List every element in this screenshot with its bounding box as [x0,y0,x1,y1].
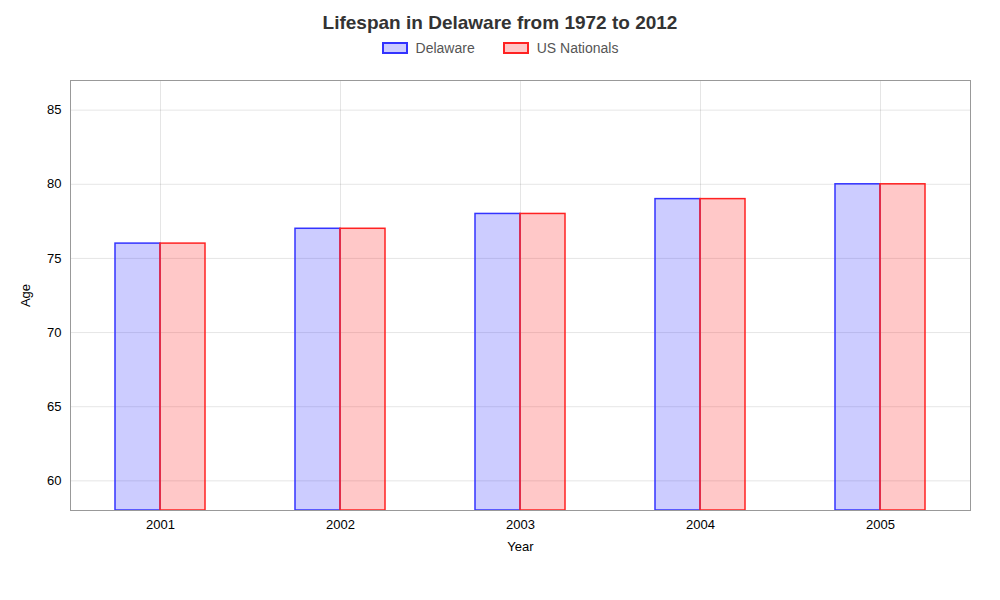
html-text:Delaware: Delaware [415,40,475,56]
svg-text:2001: 2001 [146,517,175,532]
html-text:US Nationals: US Nationals [536,40,619,56]
svg-text:Year: Year [507,539,534,554]
svg-text:2005: 2005 [866,517,895,532]
svg-text:2004: 2004 [686,517,715,532]
svg-text:60: 60 [47,473,61,488]
html-text:Lifespan in Delaware from 1972: Lifespan in Delaware from 1972 to 2012 [322,12,678,33]
svg-text:80: 80 [47,176,61,191]
svg-text:2002: 2002 [326,517,355,532]
svg-text:65: 65 [47,399,61,414]
svg-text:2003: 2003 [506,517,535,532]
svg-text:75: 75 [47,251,61,266]
svg-text:85: 85 [47,102,61,117]
svg-text:70: 70 [47,325,61,340]
svg-text:Age: Age [18,284,33,307]
